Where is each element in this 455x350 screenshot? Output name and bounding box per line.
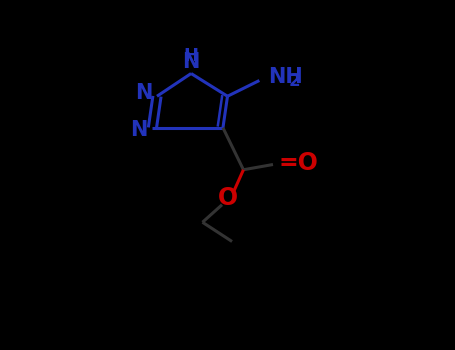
Text: N: N xyxy=(131,119,148,140)
Text: O: O xyxy=(217,186,238,210)
Text: 2: 2 xyxy=(289,71,301,90)
Text: N: N xyxy=(182,52,200,72)
Text: NH: NH xyxy=(268,67,303,87)
Text: =O: =O xyxy=(278,151,318,175)
Text: N: N xyxy=(135,83,152,104)
Text: H: H xyxy=(184,47,198,65)
